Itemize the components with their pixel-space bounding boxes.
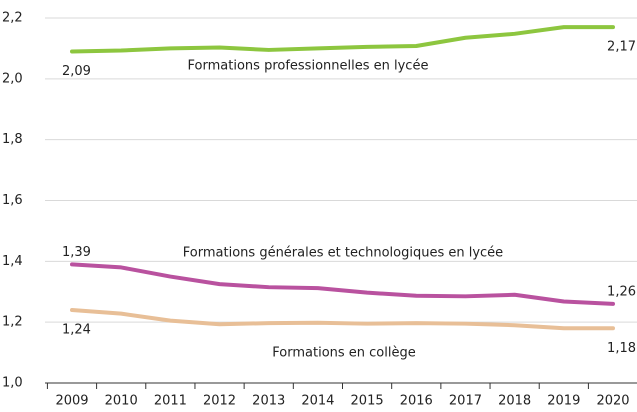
x-tick-label: 2011 bbox=[154, 394, 187, 409]
x-tick-label: 2014 bbox=[301, 394, 334, 409]
series-name: Formations générales et technologiques e… bbox=[183, 246, 503, 261]
y-tick-label: 1,0 bbox=[2, 376, 23, 391]
x-tick-label: 2015 bbox=[351, 394, 384, 409]
y-tick-label: 1,4 bbox=[2, 254, 23, 269]
x-tick-label: 2012 bbox=[203, 394, 236, 409]
data-label: 1,39 bbox=[62, 245, 91, 260]
series-line bbox=[70, 262, 615, 306]
series-name: Formations professionnelles en lycée bbox=[188, 59, 429, 74]
x-tick-label: 2020 bbox=[596, 394, 629, 409]
x-tick-label: 2009 bbox=[55, 394, 88, 409]
y-tick-label: 1,8 bbox=[2, 132, 23, 147]
series-name: Formations en collège bbox=[272, 346, 415, 361]
y-tick-label: 2,0 bbox=[2, 71, 23, 86]
x-tick-label: 2010 bbox=[105, 394, 138, 409]
x-tick-label: 2016 bbox=[400, 394, 433, 409]
x-tick-label: 2017 bbox=[449, 394, 482, 409]
x-tick-label: 2018 bbox=[498, 394, 531, 409]
data-label: 2,17 bbox=[607, 40, 636, 55]
data-label: 1,24 bbox=[62, 323, 91, 338]
y-tick-label: 1,2 bbox=[2, 315, 23, 330]
x-tick-label: 2019 bbox=[547, 394, 580, 409]
series-line bbox=[70, 308, 615, 331]
x-tick-label: 2013 bbox=[252, 394, 285, 409]
y-tick-label: 1,6 bbox=[2, 193, 23, 208]
data-label: 1,26 bbox=[607, 284, 636, 299]
data-label: 1,18 bbox=[607, 341, 636, 356]
series-line bbox=[70, 25, 615, 54]
y-tick-label: 2,2 bbox=[2, 11, 23, 26]
data-label: 2,09 bbox=[62, 64, 91, 79]
